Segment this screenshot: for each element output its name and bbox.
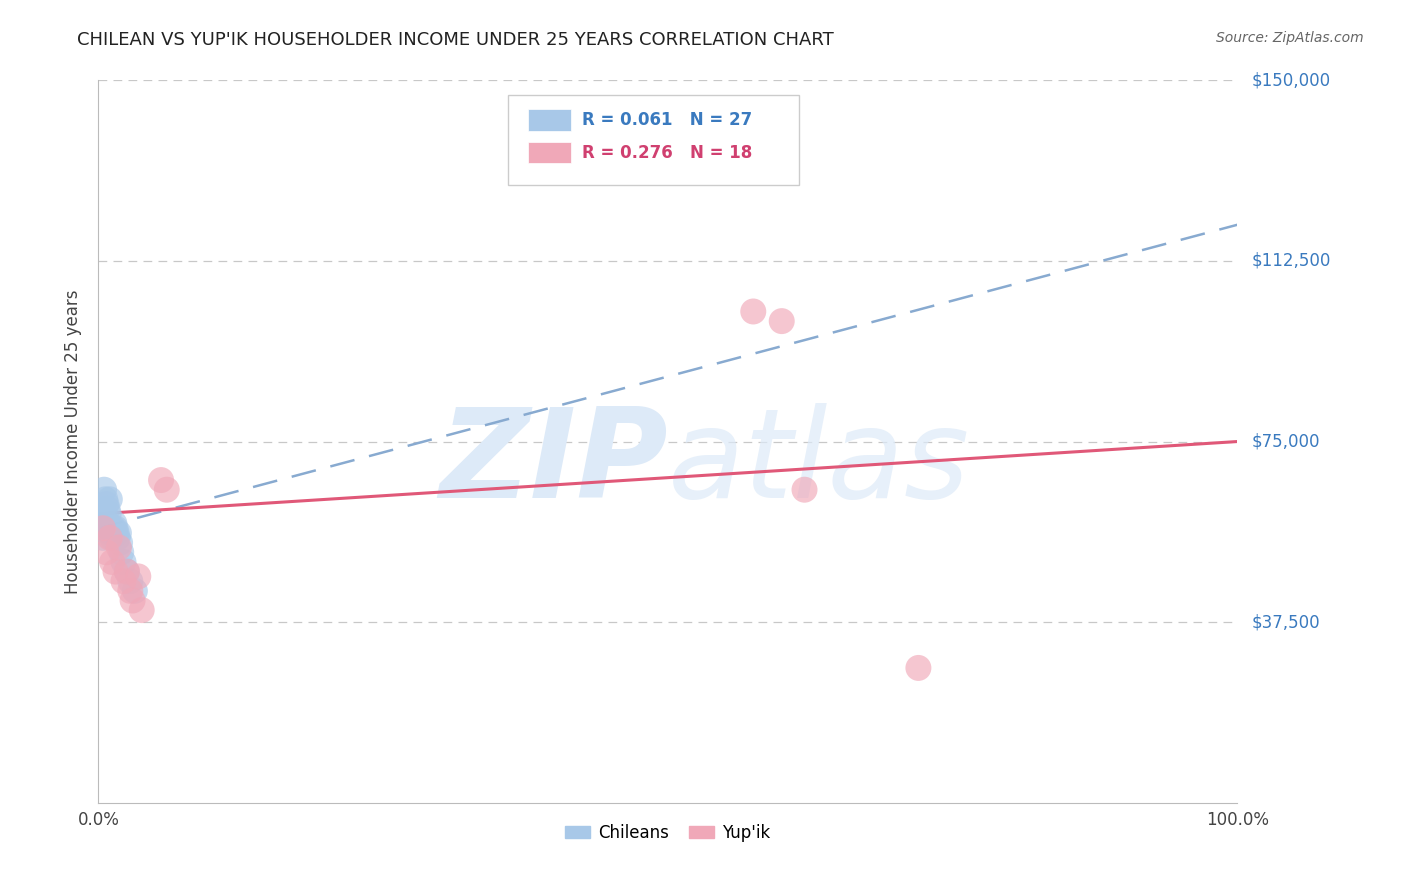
- Point: [120, 583, 142, 598]
- Point: [104, 521, 127, 535]
- Point: [115, 565, 138, 579]
- FancyBboxPatch shape: [527, 109, 571, 131]
- Point: [124, 583, 146, 598]
- Point: [90, 507, 112, 521]
- Point: [101, 555, 124, 569]
- Point: [103, 516, 125, 531]
- Point: [907, 661, 929, 675]
- Point: [90, 521, 112, 535]
- Point: [96, 545, 118, 559]
- Text: R = 0.061   N = 27: R = 0.061 N = 27: [582, 111, 752, 129]
- Point: [96, 502, 118, 516]
- Point: [101, 531, 124, 545]
- Point: [97, 507, 120, 521]
- Point: [91, 531, 114, 545]
- Point: [93, 483, 115, 497]
- Point: [112, 555, 135, 569]
- Point: [98, 521, 121, 535]
- Text: $112,500: $112,500: [1251, 252, 1330, 270]
- Text: R = 0.276   N = 18: R = 0.276 N = 18: [582, 144, 752, 161]
- Point: [107, 531, 129, 545]
- Point: [98, 531, 121, 545]
- Text: $150,000: $150,000: [1251, 71, 1330, 89]
- FancyBboxPatch shape: [509, 95, 799, 185]
- Point: [793, 483, 815, 497]
- Point: [115, 565, 138, 579]
- Point: [108, 535, 131, 549]
- Point: [103, 521, 125, 535]
- Point: [131, 603, 153, 617]
- Point: [100, 526, 122, 541]
- Y-axis label: Householder Income Under 25 years: Householder Income Under 25 years: [65, 289, 83, 594]
- Point: [96, 516, 118, 531]
- Point: [150, 473, 173, 487]
- Point: [742, 304, 765, 318]
- Point: [90, 516, 112, 531]
- Point: [104, 565, 127, 579]
- Point: [156, 483, 179, 497]
- Point: [770, 314, 793, 328]
- Text: ZIP: ZIP: [439, 402, 668, 524]
- Text: Source: ZipAtlas.com: Source: ZipAtlas.com: [1216, 31, 1364, 45]
- Text: CHILEAN VS YUP'IK HOUSEHOLDER INCOME UNDER 25 YEARS CORRELATION CHART: CHILEAN VS YUP'IK HOUSEHOLDER INCOME UND…: [77, 31, 834, 49]
- Text: $75,000: $75,000: [1251, 433, 1320, 450]
- Point: [93, 507, 115, 521]
- Point: [94, 492, 117, 507]
- Point: [112, 574, 135, 589]
- Point: [127, 569, 149, 583]
- Text: atlas: atlas: [668, 402, 970, 524]
- Point: [110, 545, 132, 559]
- Point: [108, 541, 131, 555]
- Point: [105, 526, 128, 541]
- Point: [96, 497, 118, 511]
- Point: [120, 574, 142, 589]
- Point: [121, 593, 143, 607]
- Legend: Chileans, Yup'ik: Chileans, Yup'ik: [558, 817, 778, 848]
- Text: $37,500: $37,500: [1251, 613, 1320, 632]
- Point: [91, 521, 114, 535]
- FancyBboxPatch shape: [527, 142, 571, 163]
- Point: [98, 492, 121, 507]
- Point: [108, 526, 131, 541]
